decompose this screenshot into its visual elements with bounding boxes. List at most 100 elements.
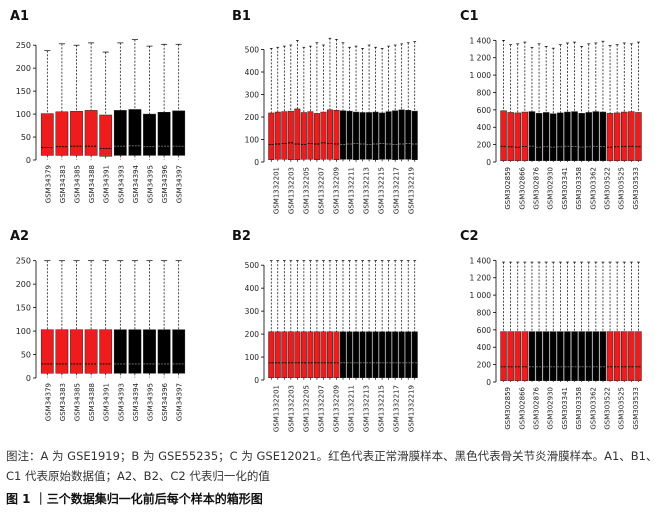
- y-tick-label: 400: [477, 123, 492, 132]
- y-tick-label: 0: [26, 156, 31, 165]
- y-tick-label: 150: [16, 87, 31, 96]
- box-normal: [294, 108, 301, 160]
- panel-label: B2: [232, 229, 251, 244]
- box-oa: [599, 331, 607, 381]
- box-normal: [300, 331, 307, 378]
- x-tick-label: GSM303362: [589, 167, 597, 210]
- x-tick-label: GSM34396: [161, 382, 169, 421]
- x-tick-label: GSM302876: [533, 166, 541, 209]
- box-oa: [385, 111, 392, 160]
- y-tick-label: 1 000: [470, 291, 492, 300]
- y-tick-label: 250: [16, 41, 31, 50]
- box-normal: [84, 329, 98, 374]
- x-tick-label: GSM1332205: [303, 167, 311, 214]
- box-oa: [542, 331, 550, 381]
- box-oa: [528, 331, 536, 381]
- y-tick-label: 100: [16, 327, 31, 336]
- box-oa: [340, 110, 346, 160]
- box-normal: [281, 111, 288, 160]
- y-tick-label: 0: [26, 374, 31, 383]
- x-tick-label: GSM302866: [518, 166, 526, 209]
- y-tick-label: 1 200: [470, 54, 492, 63]
- boxplot-panel-b1: B1 0 100 200 300 400 500 GSM1332201 GSM1332203 GS…: [232, 9, 418, 214]
- y-tick-label: 0: [486, 378, 491, 387]
- box-normal: [307, 331, 314, 378]
- y-tick-label: 0: [254, 158, 259, 167]
- y-tick-label: 0: [486, 158, 491, 167]
- x-tick-label: GSM303358: [575, 167, 583, 210]
- box-normal: [99, 114, 113, 157]
- box-oa: [353, 331, 360, 378]
- box-normal: [287, 110, 294, 160]
- x-tick-label: GSM1332207: [318, 385, 326, 432]
- x-tick-label: GSM1332211: [348, 385, 356, 432]
- box-oa: [143, 329, 156, 374]
- box-normal: [500, 331, 507, 381]
- box-oa: [557, 331, 564, 381]
- x-tick-label: GSM1332211: [348, 167, 356, 214]
- box-oa: [578, 113, 585, 161]
- box-oa: [571, 331, 578, 381]
- box-oa: [405, 331, 412, 378]
- x-tick-label: GSM303522: [604, 387, 612, 430]
- box-normal: [613, 331, 621, 381]
- x-tick-label: GSM34395: [147, 383, 155, 421]
- box-oa: [398, 109, 405, 160]
- x-tick-label: GSM1332203: [288, 385, 296, 432]
- box-oa: [564, 331, 571, 381]
- box-normal: [606, 331, 614, 381]
- box-normal: [300, 112, 307, 160]
- box-oa: [557, 112, 564, 161]
- box-normal: [333, 331, 340, 378]
- box-normal: [70, 111, 83, 156]
- y-tick-label: 500: [245, 46, 260, 55]
- x-tick-label: GSM34394: [132, 164, 140, 203]
- x-tick-label: GSM1332213: [363, 385, 371, 432]
- box-oa: [143, 113, 156, 156]
- box-oa: [157, 329, 171, 374]
- x-tick-label: GSM34385: [74, 383, 82, 421]
- x-tick-label: GSM34397: [176, 383, 184, 421]
- box-normal: [326, 331, 333, 378]
- x-tick-label: GSM303341: [561, 167, 569, 210]
- box-normal: [635, 331, 642, 381]
- x-tick-label: GSM1332209: [333, 167, 341, 214]
- panel-label: C2: [460, 229, 479, 244]
- panel-label: A2: [10, 229, 29, 244]
- x-tick-label: GSM1332213: [363, 167, 371, 214]
- box-oa: [385, 331, 392, 378]
- box-oa: [564, 111, 571, 161]
- x-tick-label: GSM302930: [547, 387, 555, 430]
- box-oa: [550, 331, 557, 381]
- box-normal: [333, 110, 340, 160]
- y-tick-label: 150: [16, 304, 31, 313]
- y-tick-label: 300: [245, 307, 260, 316]
- box-normal: [313, 331, 320, 378]
- y-tick-label: 1 400: [470, 36, 492, 45]
- figure-title: 图 1 ｜三个数据集归一化前后每个样本的箱形图: [6, 492, 263, 506]
- panel-label: B1: [232, 9, 251, 24]
- x-tick-label: GSM303358: [575, 387, 583, 430]
- x-tick-label: GSM34393: [117, 165, 125, 203]
- box-normal: [606, 113, 614, 161]
- box-oa: [172, 329, 186, 374]
- box-oa: [346, 110, 353, 160]
- box-oa: [392, 110, 399, 160]
- box-oa: [379, 112, 386, 160]
- x-tick-label: GSM1332219: [408, 385, 416, 432]
- x-tick-label: GSM34393: [117, 383, 125, 421]
- box-normal: [268, 331, 275, 378]
- box-oa: [542, 112, 550, 161]
- box-normal: [613, 112, 621, 161]
- box-normal: [326, 109, 333, 160]
- y-tick-label: 200: [245, 330, 260, 339]
- x-tick-label: GSM1332203: [288, 167, 296, 214]
- x-tick-label: GSM303533: [632, 387, 640, 430]
- y-tick-label: 600: [477, 326, 492, 335]
- panel-label: A1: [10, 9, 29, 24]
- box-oa: [528, 111, 536, 161]
- box-normal: [521, 111, 529, 161]
- x-tick-label: GSM1332215: [378, 167, 386, 214]
- box-normal: [514, 112, 521, 161]
- box-oa: [113, 329, 127, 374]
